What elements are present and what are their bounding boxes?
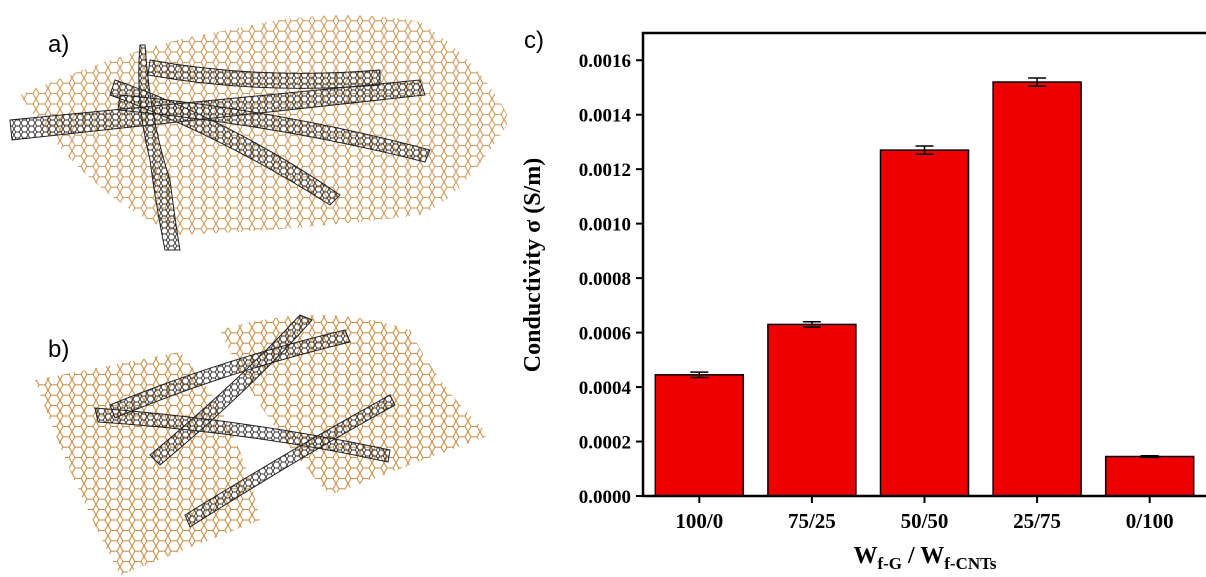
y-tick-label: 0.0006 — [579, 324, 631, 345]
y-tick-label: 0.0016 — [579, 51, 631, 72]
panel-label: c) — [524, 27, 544, 54]
x-label-sub: f-CNTs — [944, 554, 997, 573]
error-bar — [1140, 454, 1159, 459]
panel-label: a) — [48, 31, 69, 58]
x-label-part: W — [853, 543, 877, 569]
x-tick-label: 0/100 — [1126, 509, 1174, 533]
illustration-a — [9, 15, 510, 251]
x-tick-label: 100/0 — [675, 509, 723, 533]
bar — [879, 149, 970, 497]
y-tick-label: 0.0000 — [579, 487, 631, 508]
x-axis-label: Wf-G / Wf-CNTs — [853, 543, 996, 573]
y-tick-label: 0.0008 — [579, 269, 631, 290]
axis-frame — [641, 31, 1206, 498]
bar-chart: 0.0000 0.0002 0.0004 0.0006 0.0008 0.0010 0.00… — [579, 31, 1206, 533]
y-tick-label: 0.0012 — [579, 160, 631, 181]
bar — [654, 374, 745, 497]
x-label-part: / W — [902, 543, 944, 569]
illustration-b — [35, 314, 490, 575]
panel-label: b) — [48, 336, 69, 363]
y-tick-label: 0.0004 — [579, 378, 632, 399]
error-bar — [802, 320, 821, 328]
error-bar — [915, 145, 934, 155]
y-axis-label: Conductivity σ (S/m) — [520, 158, 546, 372]
y-tick-label: 0.0010 — [579, 215, 631, 236]
x-tick-label: 50/50 — [901, 509, 949, 533]
y-tick-label: 0.0002 — [579, 433, 631, 454]
x-tick-label: 25/75 — [1013, 509, 1061, 533]
error-bar — [1028, 77, 1047, 87]
error-bar — [690, 371, 709, 379]
x-tick-label: 75/25 — [788, 509, 836, 533]
y-tick-label: 0.0014 — [579, 106, 632, 127]
x-label-sub: f-G — [877, 554, 902, 573]
bar — [992, 81, 1082, 497]
bar — [767, 323, 857, 497]
bar — [1104, 455, 1195, 497]
